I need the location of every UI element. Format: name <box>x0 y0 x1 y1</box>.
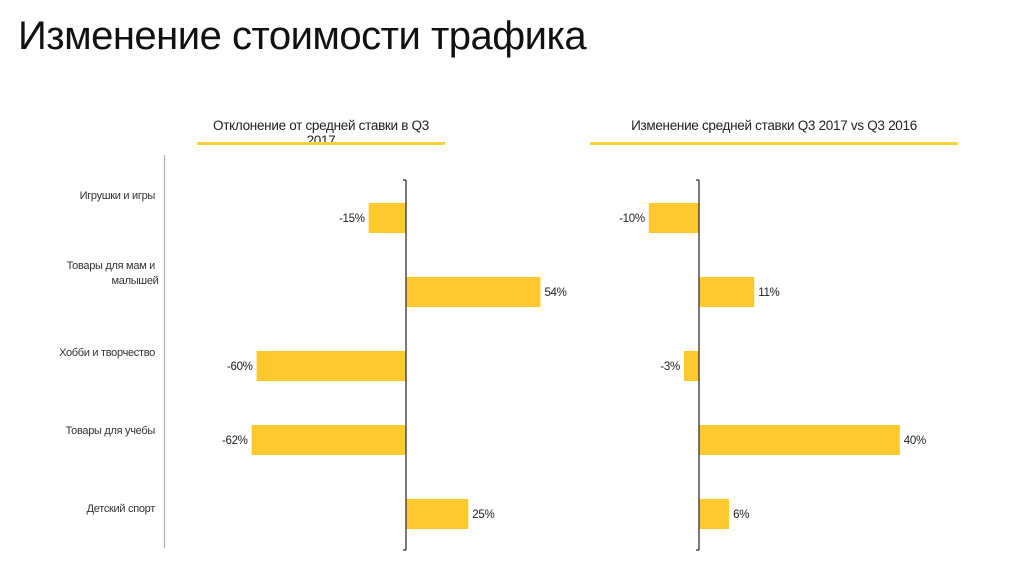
bar <box>256 351 406 381</box>
bar <box>699 425 900 455</box>
slide-title: Изменение стоимости трафика <box>18 14 587 58</box>
category-label: малышей <box>112 275 159 287</box>
data-label: -60% <box>227 361 253 373</box>
category-label: Товары для мам и <box>67 260 156 272</box>
panel-1-underline <box>197 142 445 145</box>
panel-2-title: Изменение средней ставки Q3 2017 vs Q3 2… <box>631 118 917 133</box>
bar <box>699 499 730 529</box>
category-label: Детский спорт <box>87 503 156 515</box>
bar <box>251 425 406 455</box>
category-label: Хобби и творчество <box>59 347 155 359</box>
data-label: 6% <box>733 509 749 521</box>
panel-2-underline <box>590 142 958 145</box>
data-label: 25% <box>472 509 494 521</box>
data-label: 40% <box>904 435 926 447</box>
category-label: Игрушки и игры <box>80 190 156 202</box>
data-label: -62% <box>222 435 248 447</box>
data-label: -15% <box>339 213 365 225</box>
bar <box>699 277 755 307</box>
data-label: -10% <box>619 213 645 225</box>
data-label: -3% <box>660 361 680 373</box>
bar <box>406 499 469 529</box>
category-label: Товары для учебы <box>66 425 156 437</box>
bar <box>648 203 699 233</box>
bar <box>406 277 541 307</box>
bar <box>683 351 699 381</box>
bar <box>368 203 406 233</box>
data-label: 11% <box>758 287 779 299</box>
data-label: 54% <box>544 287 566 299</box>
